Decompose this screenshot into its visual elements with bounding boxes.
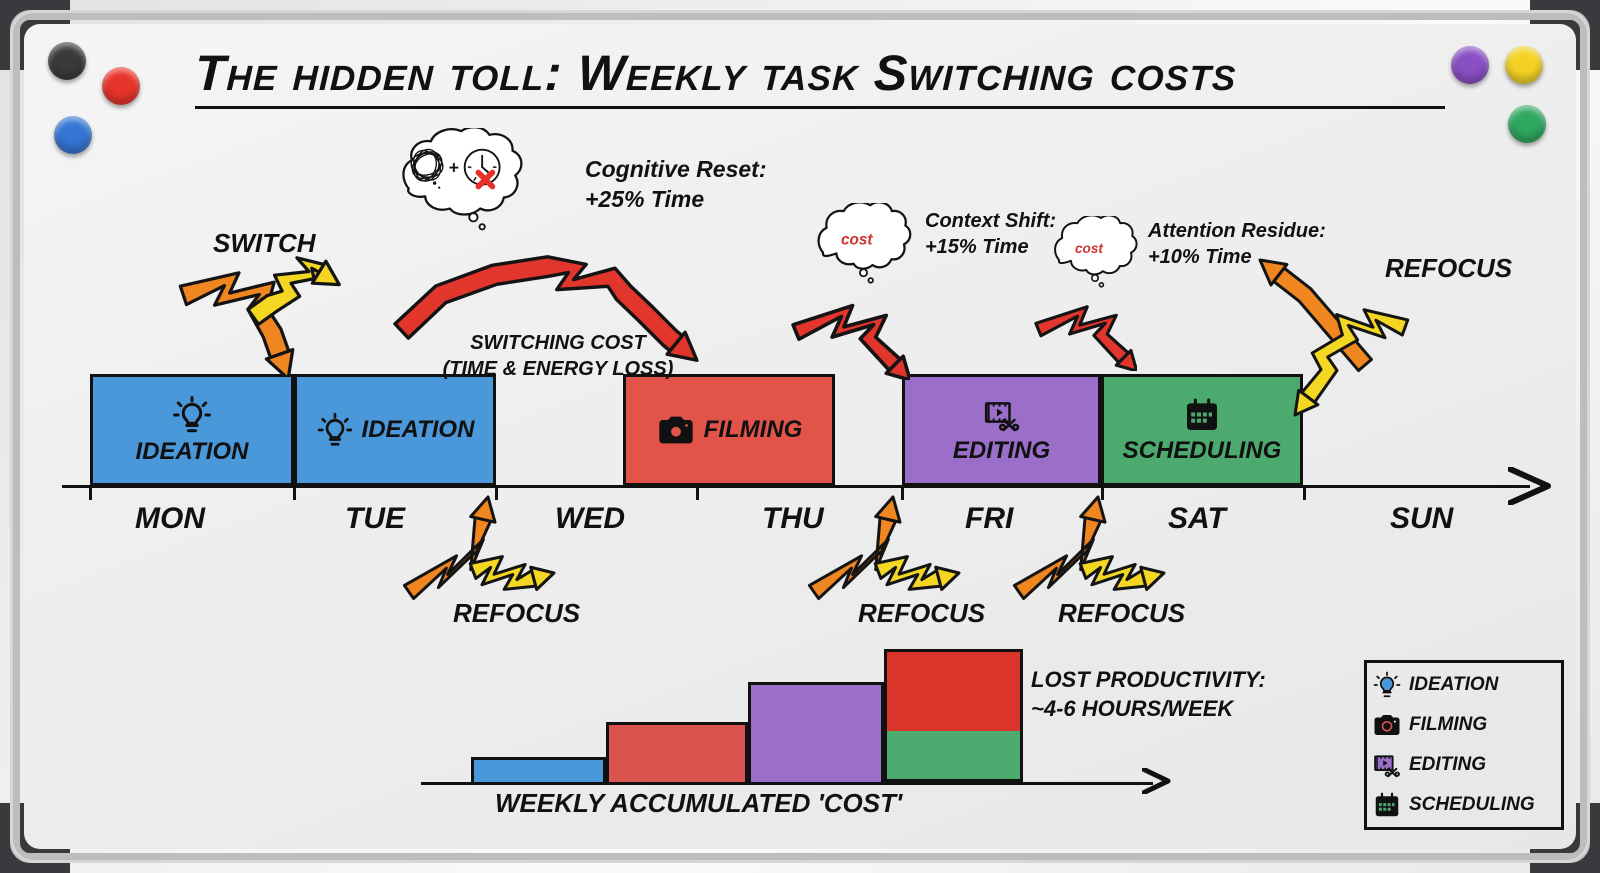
svg-text:cost: cost [1075, 241, 1103, 256]
svg-text:+: + [449, 158, 459, 178]
svg-text:cost: cost [841, 231, 873, 248]
